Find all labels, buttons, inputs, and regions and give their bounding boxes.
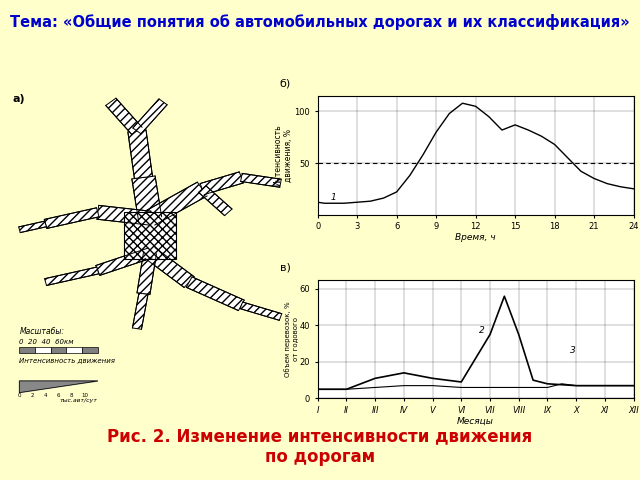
- Polygon shape: [145, 182, 207, 225]
- Text: Масштабы:: Масштабы:: [19, 327, 65, 336]
- Polygon shape: [132, 293, 148, 329]
- Polygon shape: [145, 248, 194, 288]
- X-axis label: Время, ч: Время, ч: [455, 233, 496, 241]
- Bar: [67, 347, 82, 353]
- Polygon shape: [137, 252, 156, 295]
- Polygon shape: [106, 98, 142, 134]
- Y-axis label: Объем перевозок, %
от годового: Объем перевозок, % от годового: [284, 301, 298, 377]
- Polygon shape: [133, 99, 167, 134]
- Text: Интенсивность движения: Интенсивность движения: [19, 357, 115, 363]
- Text: 3: 3: [570, 346, 576, 355]
- Text: б): б): [280, 79, 291, 88]
- Polygon shape: [44, 208, 99, 228]
- Text: 6: 6: [57, 393, 60, 398]
- X-axis label: Месяцы: Месяцы: [457, 417, 494, 425]
- Text: 1: 1: [331, 193, 337, 202]
- Bar: [19, 347, 35, 353]
- Polygon shape: [19, 221, 46, 233]
- Polygon shape: [19, 381, 98, 393]
- Text: 8: 8: [70, 393, 74, 398]
- Bar: [51, 347, 67, 353]
- Polygon shape: [186, 277, 244, 311]
- Text: тыс.авт/сут: тыс.авт/сут: [60, 398, 98, 403]
- Text: Тема: «Общие понятия об автомобильных дорогах и их классификация»: Тема: «Общие понятия об автомобильных до…: [10, 14, 630, 30]
- Text: 4: 4: [44, 393, 47, 398]
- Polygon shape: [241, 173, 281, 187]
- Y-axis label: Интенсивность
движения, %: Интенсивность движения, %: [273, 124, 293, 186]
- Text: 0  20  40  60км: 0 20 40 60км: [19, 339, 74, 345]
- Text: 0: 0: [18, 393, 21, 398]
- Polygon shape: [96, 248, 152, 276]
- Polygon shape: [198, 186, 232, 216]
- Polygon shape: [240, 302, 282, 320]
- Polygon shape: [132, 176, 162, 220]
- Text: Рис. 2. Изменение интенсивности движения
по дорогам: Рис. 2. Изменение интенсивности движения…: [108, 427, 532, 466]
- Text: в): в): [280, 263, 291, 272]
- Polygon shape: [128, 130, 152, 179]
- Bar: [35, 347, 51, 353]
- Text: 10: 10: [81, 393, 88, 398]
- Polygon shape: [97, 205, 151, 225]
- Polygon shape: [45, 267, 99, 286]
- Text: 2: 2: [31, 393, 35, 398]
- Polygon shape: [124, 212, 176, 259]
- Polygon shape: [200, 172, 243, 194]
- Text: а): а): [13, 94, 26, 104]
- Text: 2: 2: [479, 326, 484, 335]
- Bar: [82, 347, 98, 353]
